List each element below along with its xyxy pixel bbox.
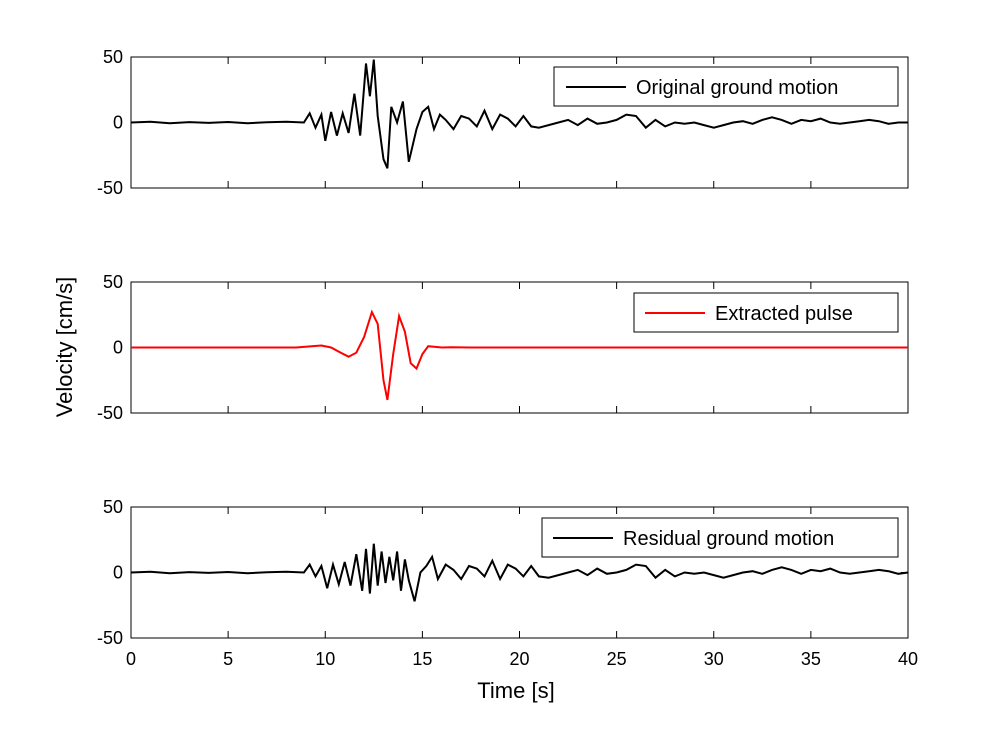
- x-tick-label: 0: [126, 649, 136, 669]
- y-axis-label: Velocity [cm/s]: [52, 277, 77, 418]
- panel-pulse-y-tick-labels: 50 0 -50: [97, 272, 123, 423]
- legend-label: Original ground motion: [636, 77, 838, 99]
- legend-label: Extracted pulse: [715, 303, 853, 325]
- y-tick-label: -50: [97, 178, 123, 198]
- y-tick-label: 50: [103, 272, 123, 292]
- panel-pulse-ticks: [130, 281, 909, 414]
- x-tick-label: 20: [509, 649, 529, 669]
- y-tick-label: 50: [103, 47, 123, 67]
- panel-residual-legend: Residual ground motion: [541, 517, 899, 558]
- x-axis-label: Time [s]: [477, 678, 554, 703]
- y-tick-label: 0: [113, 338, 123, 358]
- legend-label: Residual ground motion: [623, 528, 834, 550]
- y-tick-label: 0: [113, 563, 123, 583]
- panel-original-y-tick-labels: 50 0 -50: [97, 47, 123, 198]
- x-tick-label: 40: [898, 649, 918, 669]
- panel-pulse-series-line: [131, 309, 908, 401]
- y-tick-label: -50: [97, 628, 123, 648]
- x-tick-label: 25: [607, 649, 627, 669]
- panel-residual-y-tick-labels: 50 0 -50: [97, 497, 123, 648]
- x-tick-label: 35: [801, 649, 821, 669]
- x-tick-label: 5: [223, 649, 233, 669]
- x-tick-label: 15: [412, 649, 432, 669]
- panel-residual-x-tick-labels: 0 5 10 15 20 25 30 35 40: [126, 649, 918, 669]
- panel-pulse: 50 0 -50 Extracted pulse: [97, 272, 909, 423]
- panel-residual: 500-50 0 5 10 15 20 25 30 35 40 Residual ground …: [97, 497, 918, 669]
- y-tick-label: 0: [113, 113, 123, 133]
- panel-original: 50 0 -50 Original ground motion: [97, 47, 909, 198]
- panel-original-series-line: [130, 59, 908, 169]
- panel-pulse-legend: Extracted pulse: [633, 292, 899, 333]
- panel-residual-series-line: [130, 543, 909, 602]
- y-tick-label: -50: [97, 403, 123, 423]
- panel-original-legend: Original ground motion: [553, 66, 899, 107]
- x-tick-label: 30: [704, 649, 724, 669]
- x-tick-label: 10: [315, 649, 335, 669]
- y-tick-label: 50: [103, 497, 123, 517]
